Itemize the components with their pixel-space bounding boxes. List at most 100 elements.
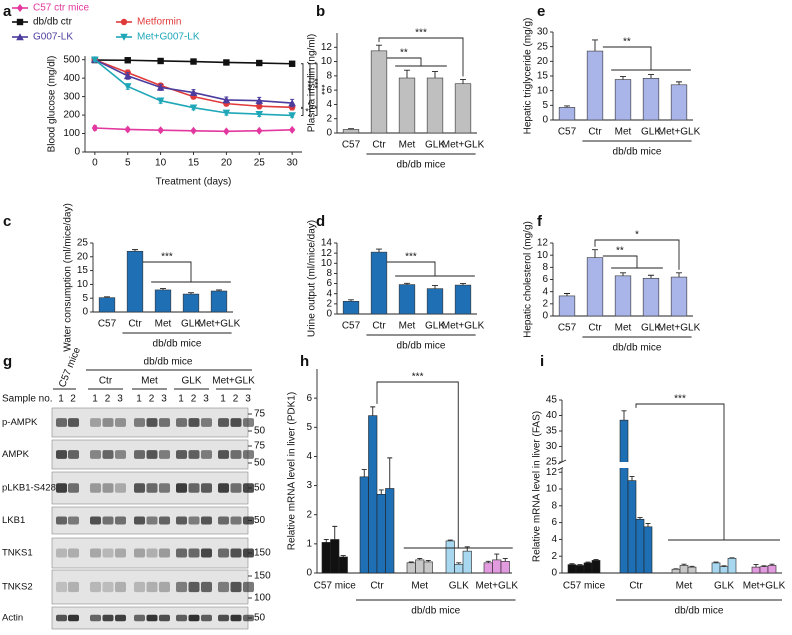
marker: [124, 57, 131, 64]
blot-band: [56, 516, 67, 525]
blot-band: [115, 548, 126, 558]
blot-band: [176, 418, 187, 427]
x-tick-label: Met+GLK: [475, 581, 518, 592]
group-label: db/db mice: [411, 606, 460, 617]
error-bar: [460, 78, 466, 84]
bar: [462, 550, 472, 574]
sample-number: 2: [149, 394, 155, 405]
legend-marker: [120, 18, 128, 26]
marker: [256, 126, 263, 135]
y-tick-label: 2: [542, 298, 548, 309]
blot-band: [230, 483, 242, 493]
bracket: [301, 107, 304, 116]
y-axis-label: Blood glucose (mg/dl): [47, 56, 58, 153]
y-tick-label: 14: [321, 238, 333, 249]
x-tick-label: C57 mice: [563, 581, 606, 592]
legend-marker: [16, 33, 24, 41]
blot-band: [102, 548, 114, 558]
x-tick-label: C57: [342, 321, 361, 332]
marker: [189, 88, 198, 96]
size-marker: 75: [254, 409, 266, 420]
x-tick-label: C57: [342, 140, 361, 151]
blot-band: [201, 450, 212, 459]
y-axis-label: Hepatic cholesterol (mg/g): [523, 221, 534, 338]
y-tick-label: 10: [537, 85, 549, 96]
break-gap: [563, 462, 783, 468]
y-tick-label: 0: [542, 311, 548, 322]
error-bar: [676, 81, 682, 85]
y-tick-label: 0: [542, 115, 548, 126]
group-label: db/db mice: [153, 339, 202, 350]
y-tick-label: 10: [321, 258, 333, 269]
y-axis-label: Water consumption (ml/mice/day): [63, 203, 74, 352]
error-bar: [332, 525, 338, 540]
blot-band: [68, 483, 79, 493]
y-tick-label: 6: [551, 517, 557, 528]
error-bar: [432, 285, 438, 289]
blot-band: [176, 548, 187, 558]
blot-band: [68, 450, 79, 459]
group-label: db/db mice: [397, 341, 446, 352]
bar: [370, 251, 388, 315]
significance: ***: [415, 28, 427, 39]
x-tick-label: Ctr: [372, 140, 386, 151]
size-marker: 50: [254, 458, 266, 469]
legend-label: Metformin: [137, 17, 181, 28]
bracket: [308, 103, 311, 116]
error-bar: [376, 248, 382, 253]
marker: [222, 109, 231, 117]
blot-band: [134, 614, 145, 622]
bar: [558, 295, 576, 317]
x-tick-label: Ctr: [128, 319, 142, 330]
y-tick-label: 8: [326, 70, 332, 81]
blot-band: [218, 483, 229, 493]
bar: [751, 566, 761, 574]
marker: [288, 99, 296, 107]
blot-band: [90, 614, 101, 622]
group-label: db/db mice: [675, 606, 724, 617]
x-tick-label: GLK: [641, 127, 661, 138]
error-bar: [648, 274, 654, 279]
x-tick-label: GLK: [425, 140, 445, 151]
error-bar: [387, 457, 393, 489]
blot-band: [115, 418, 126, 427]
bar: [454, 563, 464, 574]
x-tick-label: GLK: [714, 581, 734, 592]
bracket: [315, 63, 318, 116]
blot-band: [146, 418, 158, 427]
error-bar: [648, 74, 654, 79]
significance: *: [635, 230, 639, 241]
blot-band: [90, 483, 101, 493]
x-tick-label: Met+GLK: [442, 321, 485, 332]
sample-number: 3: [161, 394, 167, 405]
blot-band: [159, 516, 170, 525]
blot-band: [230, 516, 242, 525]
error-bar: [676, 272, 682, 278]
blot-band: [146, 548, 158, 558]
marker: [190, 58, 197, 65]
bar: [591, 560, 601, 574]
size-marker: 75: [254, 441, 266, 452]
significance: ***: [317, 84, 327, 95]
row-label: TNKS1: [2, 548, 33, 559]
y-tick-label: 12: [546, 467, 558, 478]
blot-band: [201, 516, 212, 525]
blot-band: [176, 581, 187, 593]
y-tick-label: 2: [306, 509, 312, 520]
sample-number: 3: [203, 394, 209, 405]
blot-band: [201, 581, 212, 593]
row-label: p-AMPK: [2, 417, 38, 428]
bar: [583, 562, 593, 574]
size-marker: 50: [254, 613, 266, 624]
blot-band: [102, 516, 114, 525]
bracket: [142, 261, 192, 282]
y-tick-label: 2: [551, 551, 557, 562]
blot-band: [201, 548, 212, 558]
blot-band: [218, 516, 229, 525]
marker: [288, 60, 296, 67]
x-tick-label: C57: [98, 319, 117, 330]
bar: [679, 565, 689, 574]
y-axis-label: Plasma insulin (ng/ml): [307, 34, 318, 132]
bar: [575, 565, 585, 574]
blot-band: [102, 483, 114, 493]
